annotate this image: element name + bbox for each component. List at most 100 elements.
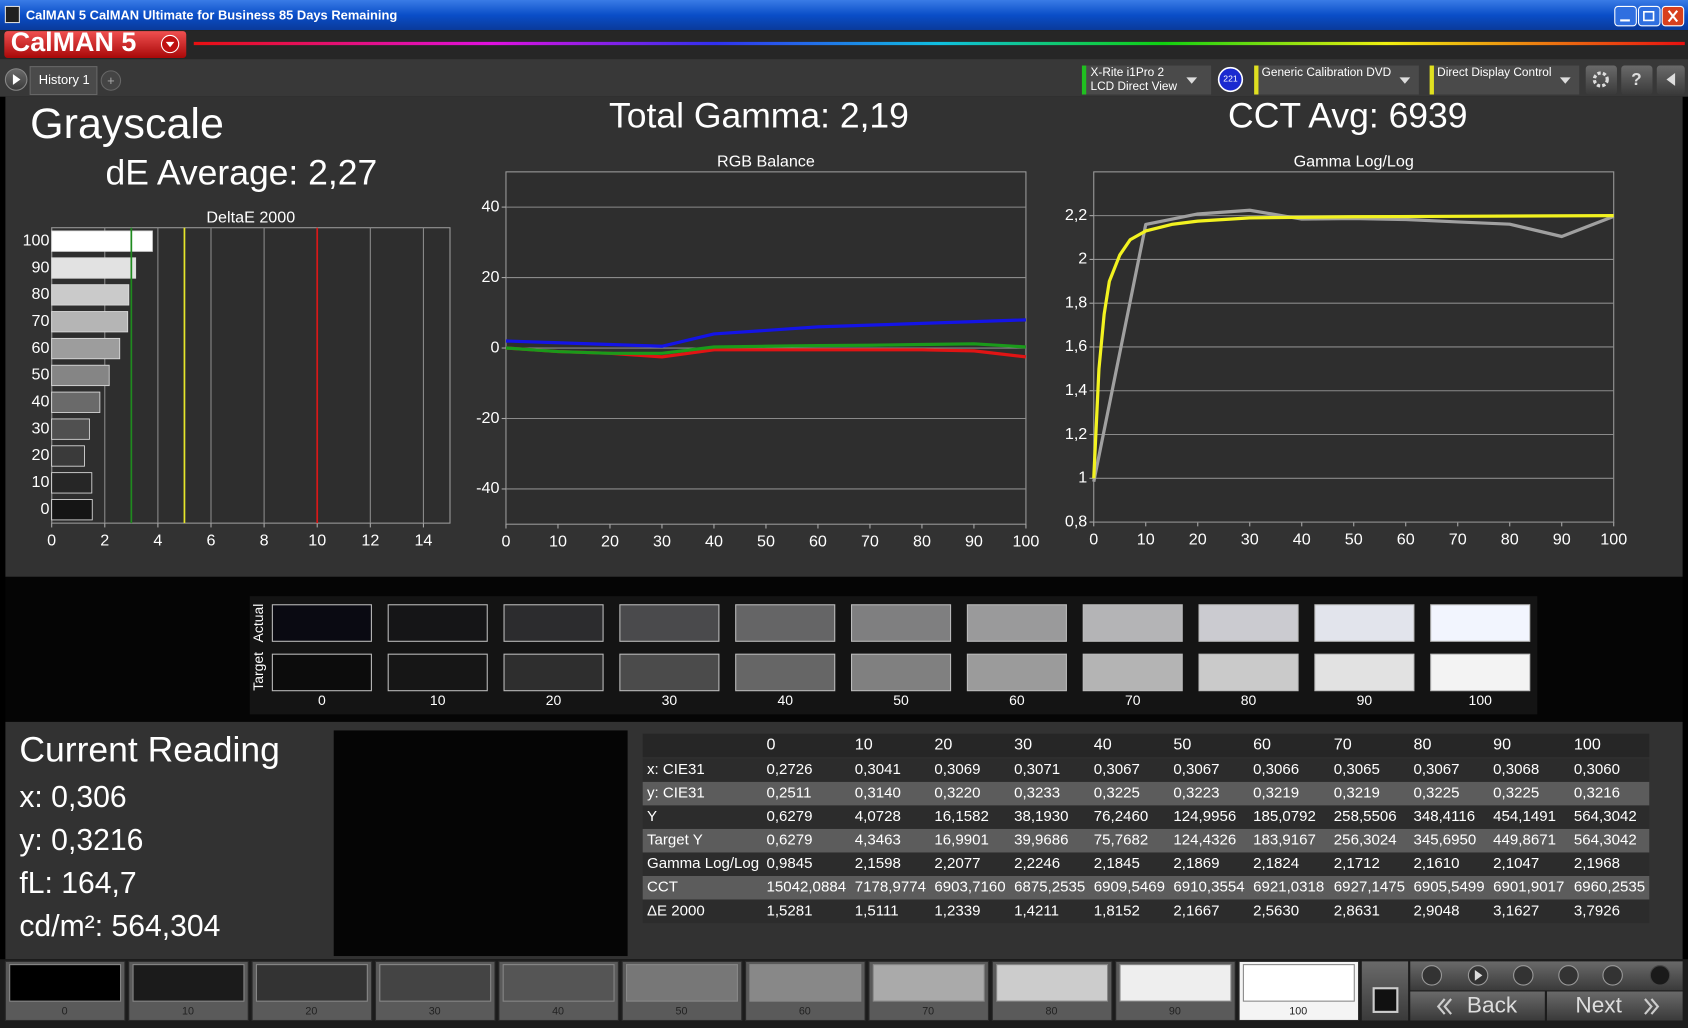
- y-tick-label: 1,4: [1065, 381, 1087, 399]
- stop-icon: [1372, 987, 1399, 1013]
- rainbow-line: [193, 41, 1685, 46]
- source-selector[interactable]: [1254, 65, 1419, 95]
- table-row: [642, 781, 1650, 806]
- back-button[interactable]: [1410, 991, 1545, 1021]
- table-cell: 0,3067: [1413, 761, 1459, 778]
- target-swatch: [1430, 653, 1531, 692]
- y-tick-label: 40: [482, 197, 500, 215]
- table-cell: 2,2077: [934, 855, 980, 872]
- refresh-button[interactable]: [1602, 965, 1623, 986]
- x-tick-label: 0: [1089, 531, 1098, 549]
- table-cell: 6927,1475: [1334, 879, 1405, 896]
- bar: [51, 230, 153, 252]
- level-swatch: [379, 964, 492, 1002]
- dropdown-arrow: [165, 41, 175, 48]
- table-cell: 1,4211: [1014, 902, 1059, 919]
- x-tick-label: 10: [1137, 531, 1155, 549]
- level-label: 20: [305, 1006, 317, 1018]
- bar: [51, 445, 85, 467]
- table-cell: 76,2460: [1094, 808, 1148, 825]
- table-cell: 0,3219: [1253, 785, 1299, 802]
- table-cell: 258,5506: [1334, 808, 1397, 825]
- y-tick-label: 80: [32, 285, 50, 303]
- level-label: 50: [675, 1006, 687, 1018]
- record-button[interactable]: [1421, 965, 1443, 986]
- swatch-level: 0: [318, 692, 326, 708]
- table-cell: 38,1930: [1014, 808, 1068, 825]
- step-button[interactable]: [1513, 965, 1534, 986]
- minimize-button[interactable]: [1614, 5, 1637, 27]
- actual-swatch: [387, 604, 488, 642]
- display-selector[interactable]: [1429, 65, 1580, 95]
- x-tick-label: 70: [861, 533, 879, 551]
- table-cell: 2,9048: [1413, 902, 1459, 919]
- bar: [51, 472, 93, 494]
- restore-button[interactable]: [1637, 5, 1661, 27]
- y-tick-label: 0,8: [1065, 512, 1087, 530]
- table-cell: 0,6279: [766, 832, 812, 849]
- bar: [51, 418, 90, 440]
- add-tab-button[interactable]: [100, 70, 122, 91]
- x-tick-label: 30: [653, 533, 671, 551]
- table-row: [642, 805, 1650, 829]
- y-tick-label: -40: [476, 479, 499, 497]
- table-cell: 0,3069: [934, 761, 980, 778]
- history-tab[interactable]: [29, 66, 98, 96]
- actual-swatch: [850, 604, 952, 642]
- meter-badge-label: 221: [1223, 74, 1238, 84]
- help-button[interactable]: [1621, 65, 1653, 95]
- x-tick-label: 100: [1012, 533, 1039, 551]
- logo-button[interactable]: [4, 31, 187, 59]
- y-tick-label: 10: [32, 473, 50, 491]
- meter-badge[interactable]: [1217, 66, 1244, 93]
- de-average: dE Average: 2,27: [105, 152, 377, 192]
- row-label: Y: [647, 808, 657, 825]
- table-cell: 0,3216: [1574, 785, 1620, 802]
- table-row: [642, 876, 1650, 900]
- bar: [51, 257, 137, 279]
- x-tick-label: 14: [414, 532, 432, 550]
- y-tick-label: 1,8: [1065, 293, 1087, 311]
- swatch-level: 50: [893, 692, 909, 708]
- column-header: 90: [1493, 736, 1511, 754]
- table-cell: 7178,9774: [855, 879, 926, 896]
- x-tick-label: 10: [308, 532, 326, 550]
- extra-button[interactable]: [1649, 965, 1671, 986]
- settings-button[interactable]: [1585, 65, 1617, 95]
- table-cell: 0,3067: [1094, 761, 1140, 778]
- next-button[interactable]: [1546, 991, 1683, 1021]
- gear-icon: [1592, 71, 1609, 88]
- table-cell: 1,5111: [855, 902, 899, 919]
- x-tick-label: 40: [705, 533, 723, 551]
- table-cell: 348,4116: [1413, 808, 1475, 825]
- x-tick-label: 6: [207, 532, 216, 550]
- table-cell: 4,3463: [855, 832, 901, 849]
- level-label: 40: [552, 1006, 564, 1018]
- table-cell: 0,3066: [1253, 761, 1299, 778]
- table-cell: 0,3225: [1413, 785, 1459, 802]
- level-swatch: [626, 964, 738, 1002]
- table-cell: 3,1627: [1493, 902, 1539, 919]
- x-tick-label: 90: [965, 533, 983, 551]
- next-icon: [1644, 998, 1660, 1015]
- table-cell: 2,5630: [1253, 902, 1299, 919]
- actual-swatch: [1198, 604, 1299, 642]
- data-table: 0 10 20 30 40 50 60 70 80 90 100 x: CIE31 0,2726 0,30…: [642, 733, 1650, 924]
- column-header: 60: [1253, 736, 1271, 754]
- chart-title: RGB Balance: [717, 152, 815, 170]
- loop-button[interactable]: [1558, 965, 1579, 986]
- table-cell: 6905,5499: [1413, 879, 1484, 896]
- x-tick-label: 0: [501, 533, 510, 551]
- y-tick-label: 90: [32, 258, 50, 276]
- x-tick-label: 50: [1345, 531, 1363, 549]
- y-tick-label: 1: [1078, 469, 1087, 487]
- swatch-grid: 0 10 20 30 40 50 60 70 80 90 100: [271, 604, 1531, 708]
- x-tick-label: 4: [153, 532, 162, 550]
- tab-label: History 1: [39, 72, 90, 87]
- back-icon: [1436, 998, 1452, 1015]
- level-label: 0: [62, 1006, 68, 1018]
- table-cell: 0,3060: [1574, 761, 1620, 778]
- level-swatch: [996, 964, 1109, 1002]
- add-tab-label: +: [107, 73, 115, 88]
- display-status: [1429, 65, 1434, 95]
